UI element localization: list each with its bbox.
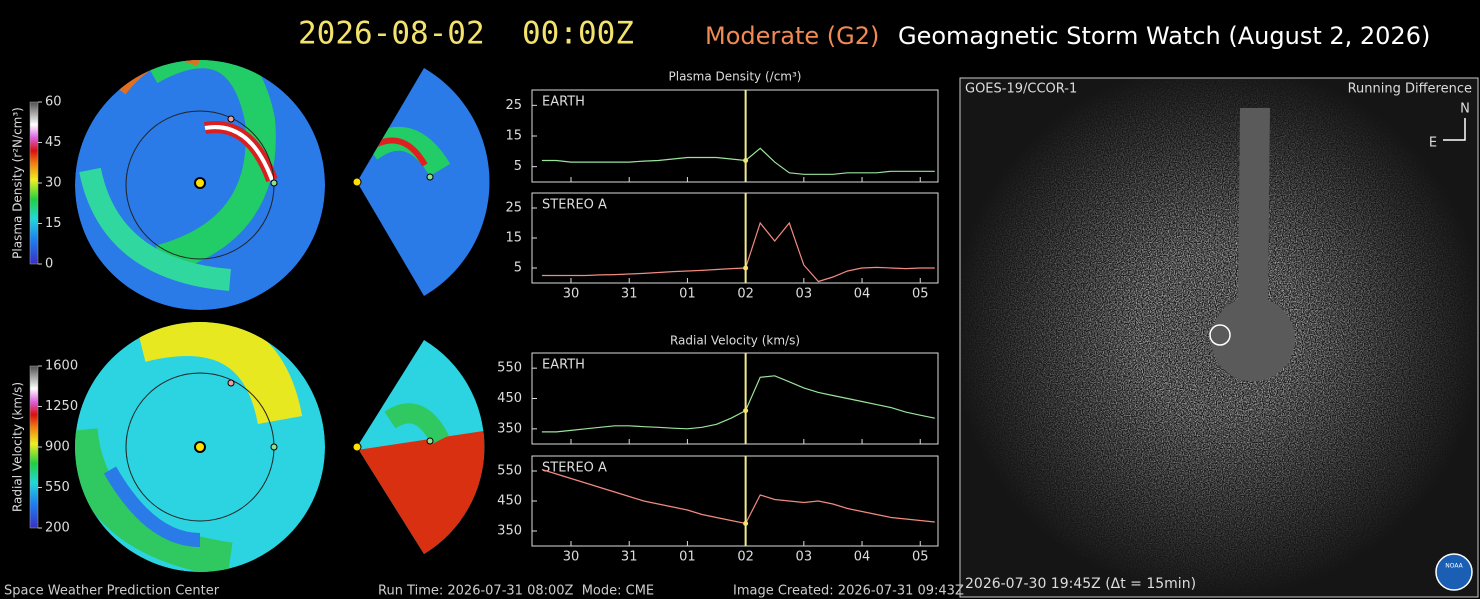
spiral — [103, 466, 201, 547]
series-line — [541, 221, 935, 283]
x-tick-label: 02 — [737, 550, 754, 565]
footer-created: Image Created: 2026-07-31 09:43Z — [733, 584, 964, 599]
x-tick-label: 31 — [621, 287, 638, 302]
stereo-a — [227, 115, 235, 123]
colorbar-title: Radial Velocity (km/s) — [11, 382, 25, 512]
alert-title: Geomagnetic Storm Watch (August 2, 2026) — [898, 22, 1430, 50]
sun — [352, 177, 362, 187]
x-tick-label: 05 — [912, 287, 929, 302]
colorbar-tick-label: 1600 — [45, 359, 78, 374]
image-timestamp: 2026-07-30 19:45Z (Δt = 15min) — [965, 576, 1196, 592]
panel-label: EARTH — [542, 95, 585, 110]
logo-text: NOAA — [1445, 563, 1463, 570]
earth — [270, 179, 278, 187]
y-tick-label: 15 — [505, 129, 522, 144]
colorbar-tick-label: 30 — [45, 176, 62, 191]
stereo-a — [227, 379, 235, 387]
sun — [194, 441, 206, 453]
wedge-feature — [384, 403, 449, 445]
wedge-feature — [373, 137, 428, 167]
current-value-dot — [743, 265, 749, 271]
y-tick-label: 15 — [505, 231, 522, 246]
y-tick-label: 350 — [497, 524, 522, 539]
x-tick-label: 01 — [679, 287, 696, 302]
spiral — [75, 427, 233, 572]
x-tick-label: 04 — [854, 287, 871, 302]
noaa-logo — [1435, 553, 1473, 591]
x-tick-label: 01 — [679, 550, 696, 565]
y-tick-label: 550 — [497, 464, 522, 479]
instrument: GOES-19/CCOR-1 — [965, 82, 1077, 97]
x-tick-label: 03 — [796, 550, 813, 565]
y-tick-label: 25 — [505, 201, 522, 216]
x-tick-label: 04 — [854, 550, 871, 565]
x-tick-label: 03 — [796, 287, 813, 302]
image-mode: Running Difference — [1348, 82, 1472, 97]
spiral — [142, 60, 276, 275]
earth — [426, 173, 434, 181]
chart-title: Plasma Density (/cm³) — [669, 70, 802, 84]
x-tick-label: 31 — [621, 550, 638, 565]
panel-frame — [531, 352, 939, 445]
alert-level: Moderate (G2) — [705, 22, 879, 50]
colorbar — [29, 101, 39, 265]
colorbar-tick-label: 15 — [45, 216, 62, 231]
colorbar-tick-label: 0 — [45, 257, 53, 272]
density-disk — [75, 60, 490, 310]
x-tick-label: 30 — [563, 550, 580, 565]
earth — [426, 437, 434, 445]
series-line — [541, 147, 935, 175]
compass — [1443, 118, 1466, 141]
current-value-dot — [743, 408, 749, 414]
colorbar-tick-label: 60 — [45, 95, 62, 110]
current-value-dot — [743, 521, 749, 526]
sun — [352, 442, 362, 452]
x-tick-label: 02 — [737, 287, 754, 302]
panel-label: EARTH — [542, 358, 585, 373]
east-label: E — [1429, 136, 1437, 151]
footer-center: Space Weather Prediction Center — [4, 584, 220, 599]
colorbar-tick-label: 550 — [45, 480, 70, 495]
sun — [194, 177, 206, 189]
x-tick-label: 05 — [912, 550, 929, 565]
current-value-dot — [743, 158, 749, 164]
y-tick-label: 450 — [497, 391, 522, 406]
occulter — [1211, 108, 1296, 382]
sun-disk — [1209, 324, 1231, 346]
earth — [270, 443, 278, 451]
colorbar-tick-label: 200 — [45, 521, 70, 536]
y-tick-label: 5 — [514, 261, 522, 276]
colorbar-tick-label: 1250 — [45, 399, 78, 414]
y-tick-label: 450 — [497, 494, 522, 509]
panel-label: STEREO A — [542, 461, 607, 476]
header-time: 2026-08-02 00:00Z — [298, 16, 634, 52]
panel-frame — [531, 89, 939, 183]
wedge-feature — [357, 430, 485, 554]
y-tick-label: 5 — [514, 159, 522, 174]
spiral — [134, 322, 303, 425]
colorbar — [29, 365, 39, 529]
series-line — [541, 375, 935, 433]
panel-label: STEREO A — [542, 198, 607, 213]
spiral — [79, 167, 231, 291]
footer-run: Run Time: 2026-07-31 08:00Z Mode: CME — [378, 584, 654, 599]
y-tick-label: 550 — [497, 361, 522, 376]
chart-title: Radial Velocity (km/s) — [670, 334, 800, 348]
y-tick-label: 350 — [497, 421, 522, 436]
colorbar-title: Plasma Density (r²N/cm³) — [11, 107, 25, 259]
north-label: N — [1460, 102, 1470, 117]
colorbar-tick-label: 45 — [45, 135, 62, 150]
cme-front — [204, 125, 274, 181]
series-line — [541, 468, 935, 525]
wedge-bg — [357, 68, 490, 296]
velocity-disk — [75, 322, 485, 572]
coronagraph: GOES-19/CCOR-1 Running Difference N E 20… — [959, 77, 1479, 598]
colorbar-tick-label: 900 — [45, 440, 70, 455]
y-tick-label: 25 — [505, 98, 522, 113]
x-tick-label: 30 — [563, 287, 580, 302]
